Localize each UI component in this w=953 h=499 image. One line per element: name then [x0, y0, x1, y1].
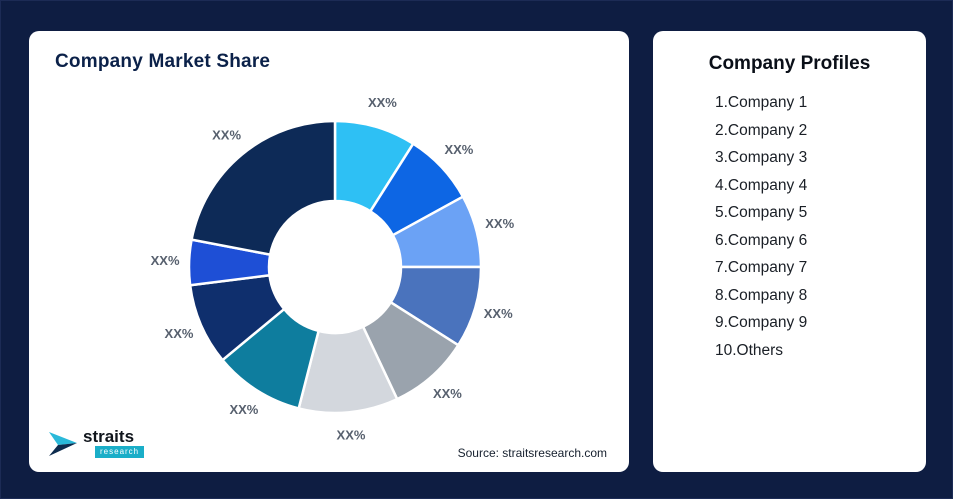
donut-chart-area: XX% XX% XX% XX% XX% XX% XX% XX% XX% XX% — [43, 83, 608, 455]
donut-segment-label: XX% — [368, 95, 397, 110]
chart-title: Company Market Share — [55, 51, 271, 72]
source-attribution: Source: straitsresearch.com — [457, 446, 607, 460]
donut-segment-label: XX% — [337, 428, 366, 443]
company-list-item: 6.Company 6 — [715, 231, 808, 249]
company-list-item: 7.Company 7 — [715, 259, 808, 276]
donut-segment-label: XX% — [484, 306, 513, 321]
donut-segment-label: XX% — [485, 216, 514, 231]
company-list-item: 1.Company 1 — [715, 94, 808, 111]
logo-title: straits — [83, 427, 135, 446]
company-list-item: 5.Company 5 — [715, 204, 808, 221]
logo-subtitle: research — [95, 446, 145, 458]
donut-segment-label: XX% — [165, 326, 194, 341]
market-share-card: Company Market Share XX% XX% XX% XX% XX% XX% X… — [29, 31, 629, 472]
company-list-item: 9.Company 9 — [715, 314, 808, 331]
company-list-item: 8.Company 8 — [715, 286, 808, 304]
donut-segment-label: XX% — [212, 127, 241, 142]
company-list-item: 4.Company 4 — [715, 176, 808, 194]
donut-segment-label: XX% — [433, 386, 462, 401]
straits-research-logo: straits research — [49, 427, 145, 458]
logo-mark-icon — [49, 431, 77, 456]
donut-segment-label: XX% — [151, 253, 180, 268]
company-profiles-title: Company Profiles — [708, 53, 871, 74]
company-list-item: 2.Company 2 — [715, 121, 808, 139]
donut-segment-label: XX% — [444, 142, 473, 157]
company-list-item: 10.Others — [715, 341, 784, 359]
company-profiles-card: Company Profiles 1.Company 1 2.Company 2 3… — [653, 31, 926, 472]
donut-segment-label: XX% — [229, 402, 258, 417]
market-share-donut: XX% XX% XX% XX% XX% XX% XX% XX% XX% XX% — [151, 95, 515, 443]
company-profiles-list: 1.Company 1 2.Company 2 3.Company 3 4.Compa… — [653, 89, 926, 364]
company-list-item: 3.Company 3 — [715, 149, 808, 166]
logo-text: straits research — [83, 427, 145, 458]
donut-segment-others — [190, 119, 337, 256]
